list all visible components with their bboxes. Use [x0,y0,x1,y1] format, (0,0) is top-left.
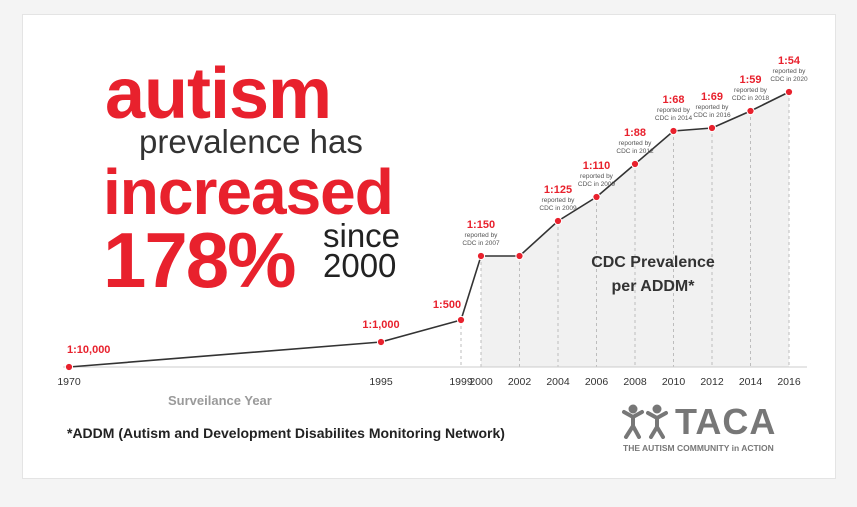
data-point [669,126,678,136]
headline: autism prevalence has increased 178% sin… [23,15,443,315]
data-point [707,123,717,133]
headline-prevalence-has: prevalence has [139,123,363,160]
data-point [456,315,466,325]
point-label: 1:68 [662,94,684,106]
x-tick-label: 2012 [700,376,724,388]
point-note: reported by [465,232,499,239]
x-tick-label: 2000 [469,376,493,388]
data-point [64,362,74,372]
x-tick-label: 1970 [57,376,81,388]
x-tick-label: 2014 [739,376,763,388]
series-line [68,91,790,368]
footnote: *ADDM (Autism and Development Disabilite… [67,425,505,441]
point-label: 1:59 [739,74,761,86]
data-point [553,216,563,226]
x-tick-label: 1999 [449,376,473,388]
point-note: CDC in 2012 [616,148,654,155]
point-note: CDC in 2014 [655,115,693,122]
data-point [476,251,486,261]
point-label: 1:69 [701,91,723,103]
point-note: reported by [657,107,691,114]
point-note: CDC in 2009 [578,181,616,188]
point-label: 1:110 [583,160,611,172]
headline-increased: increased [103,156,394,228]
x-tick-label: 2002 [508,376,532,388]
x-tick-label: 2016 [777,376,801,388]
x-tick-label: 2004 [546,376,570,388]
point-note: CDC in 2007 [462,240,500,247]
x-tick-label: 1995 [369,376,393,388]
point-label: 1:54 [778,55,801,67]
headline-percent: 178% [103,216,296,304]
point-label: 1:125 [544,184,572,196]
data-point [746,106,755,116]
point-label: 1:1,000 [362,319,399,331]
brand-tagline: THE AUTISM COMMUNITY in ACTION [623,443,774,453]
point-note: reported by [542,197,576,204]
point-note: CDC in 2018 [732,95,770,102]
point-label: 1:88 [624,127,646,139]
x-tick-label: 2008 [623,376,647,388]
point-note: reported by [734,87,768,94]
data-point [630,159,640,169]
data-point [592,192,601,202]
x-tick-label: 2006 [585,376,609,388]
data-point [784,87,794,97]
data-point [376,337,386,347]
point-label: 1:150 [467,219,495,231]
infographic-card: autism prevalence has increased 178% sin… [22,14,836,479]
area-label-line2: per ADDM* [612,278,696,295]
headline-autism: autism [105,54,332,134]
point-note: CDC in 2009 [539,205,577,212]
area-label-line1: CDC Prevalence [591,254,715,271]
brand-name: TACA [675,401,777,442]
point-label: 1:10,000 [67,344,110,356]
point-label: 1:500 [433,299,461,311]
headline-year: 2000 [323,247,397,284]
point-note: CDC in 2020 [770,76,808,83]
x-tick-label: 2010 [662,376,686,388]
headline-since: since [323,217,401,254]
x-axis-title: Surveilance Year [168,393,272,408]
two-figures-icon [622,404,668,439]
data-point [515,251,524,261]
point-note: reported by [619,140,653,147]
point-note: reported by [696,104,730,111]
taca-logo: TACA THE AUTISM COMMUNITY in ACTION [621,401,821,461]
point-note: reported by [773,68,807,75]
point-note: CDC in 2016 [693,112,731,119]
point-note: reported by [580,173,614,180]
